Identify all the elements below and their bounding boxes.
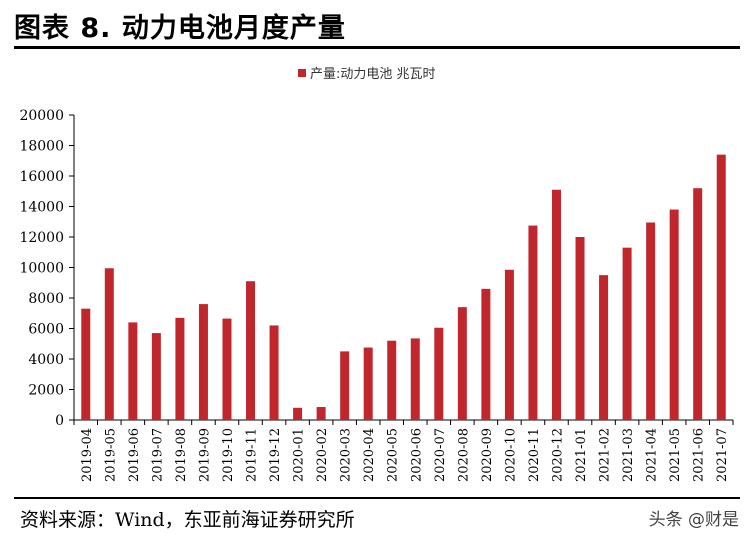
footer-divider [14,497,740,499]
bar [363,347,373,420]
x-tick-label: 2019-10 [221,428,236,482]
bar [693,188,703,420]
bar [504,269,514,420]
bar [151,333,161,420]
bar [198,304,208,420]
bar [81,308,91,420]
x-tick-label: 2019-04 [80,428,95,482]
bar [293,407,303,420]
bar [222,318,232,420]
bar [646,222,656,420]
bar [175,317,185,420]
legend-label: 产量:动力电池 兆瓦时 [310,67,436,82]
bar [599,275,609,420]
source-note: 资料来源：Wind，东亚前海证券研究所 [20,509,355,531]
watermark: 头条 @财是 [648,510,739,530]
bar [410,338,420,420]
bar [457,307,467,420]
y-tick-label: 16000 [19,169,64,185]
bar [528,225,538,420]
bar [669,209,679,420]
y-tick-label: 18000 [19,139,64,155]
y-tick-label: 6000 [28,322,64,338]
x-tick-label: 2019-08 [174,428,189,482]
x-tick-label: 2019-05 [103,428,118,482]
x-tick-label: 2019-11 [245,428,260,482]
bar [269,325,279,420]
bar [434,327,444,420]
y-tick-label: 2000 [28,383,64,399]
x-tick-label: 2021-06 [692,428,707,482]
bar [551,189,561,420]
x-tick-label: 2020-10 [503,428,518,482]
bar [316,407,326,420]
x-tick-label: 2020-05 [386,428,401,482]
y-tick-label: 14000 [19,200,64,216]
y-tick-label: 0 [55,413,64,429]
x-tick-label: 2020-01 [292,428,307,482]
x-tick-label: 2020-08 [456,428,471,482]
x-tick-label: 2019-12 [268,428,283,482]
x-tick-label: 2020-04 [362,428,377,482]
title-divider [14,46,740,49]
legend-swatch [298,69,306,77]
bar [104,268,114,420]
x-tick-label: 2021-01 [574,428,589,482]
y-tick-label: 4000 [28,352,64,368]
bar [246,281,256,420]
y-tick-label: 8000 [28,291,64,307]
x-tick-label: 2020-03 [339,428,354,482]
figure-title: 图表 8. 动力电池月度产量 [14,13,346,44]
bar [716,154,726,420]
y-tick-label: 20000 [19,108,64,124]
x-tick-label: 2020-02 [315,428,330,482]
bar [575,237,585,420]
y-tick-label: 10000 [19,261,64,277]
bar [387,340,397,420]
bar [481,288,491,420]
x-tick-label: 2020-06 [409,428,424,482]
x-tick-label: 2021-04 [645,428,660,482]
x-tick-label: 2021-03 [621,428,636,482]
x-tick-label: 2020-12 [550,428,565,482]
y-tick-label: 12000 [19,230,64,246]
bar-chart: 0 2000 4000 6000 8000 10000 12000 14000 16000 180… [19,67,734,482]
x-tick-label: 2019-09 [197,428,212,482]
bar [128,322,138,420]
x-tick-label: 2019-06 [127,428,142,482]
x-tick-label: 2020-09 [480,428,495,482]
x-tick-label: 2021-07 [715,428,730,482]
x-tick-label: 2020-11 [527,428,542,482]
x-tick-label: 2021-05 [668,428,683,482]
x-tick-label: 2020-07 [433,428,448,482]
bar [622,247,632,420]
bar [340,351,350,420]
x-tick-label: 2019-07 [150,428,165,482]
x-tick-label: 2021-02 [598,428,613,482]
